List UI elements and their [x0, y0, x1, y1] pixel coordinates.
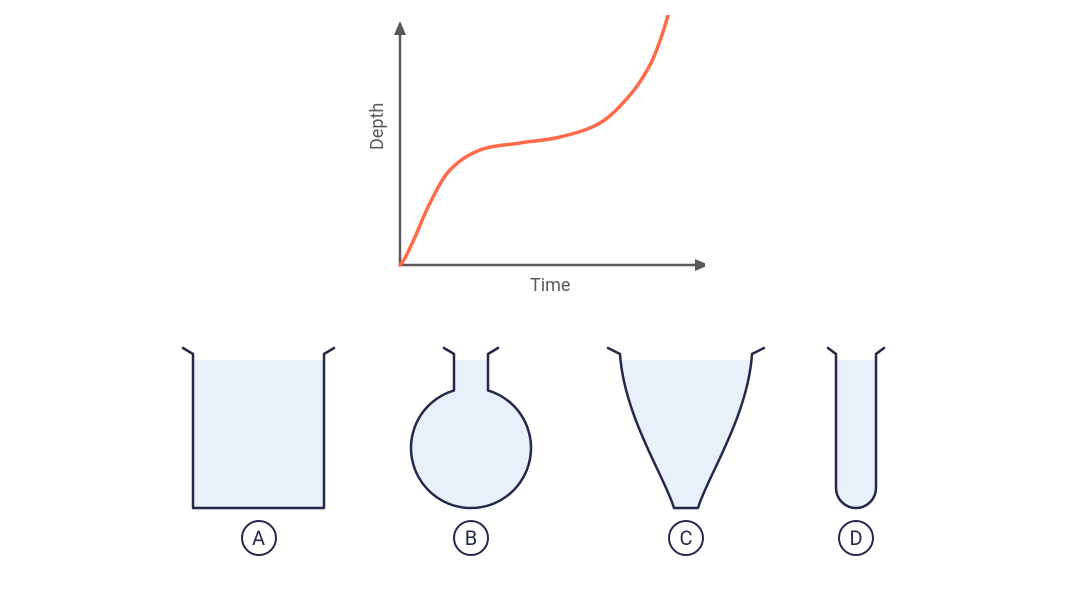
container-B: B [396, 340, 546, 556]
round-bottom-flask-shape [396, 340, 546, 510]
beaker-shape [181, 340, 336, 510]
container-shapes-row: A B C D [0, 340, 1067, 590]
depth-time-chart: Depth Time [365, 15, 705, 305]
y-axis-label: Depth [367, 103, 388, 150]
label-A: A [241, 520, 277, 556]
container-C: C [606, 340, 766, 556]
label-B: B [453, 520, 489, 556]
conical-cup-shape [606, 340, 766, 510]
container-D: D [826, 340, 886, 556]
container-A: A [181, 340, 336, 556]
label-D: D [838, 520, 874, 556]
chart-svg [365, 15, 705, 305]
label-C: C [668, 520, 704, 556]
x-axis-label: Time [530, 275, 570, 296]
test-tube-shape [826, 340, 886, 510]
